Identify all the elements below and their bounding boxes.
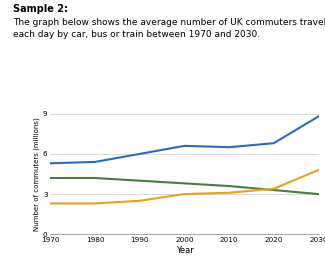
Text: Sample 2:: Sample 2: — [13, 4, 68, 14]
Text: The graph below shows the average number of UK commuters travelling
each day by : The graph below shows the average number… — [13, 18, 325, 39]
Y-axis label: Number of commuters (millions): Number of commuters (millions) — [34, 117, 40, 231]
X-axis label: Year: Year — [176, 246, 193, 255]
